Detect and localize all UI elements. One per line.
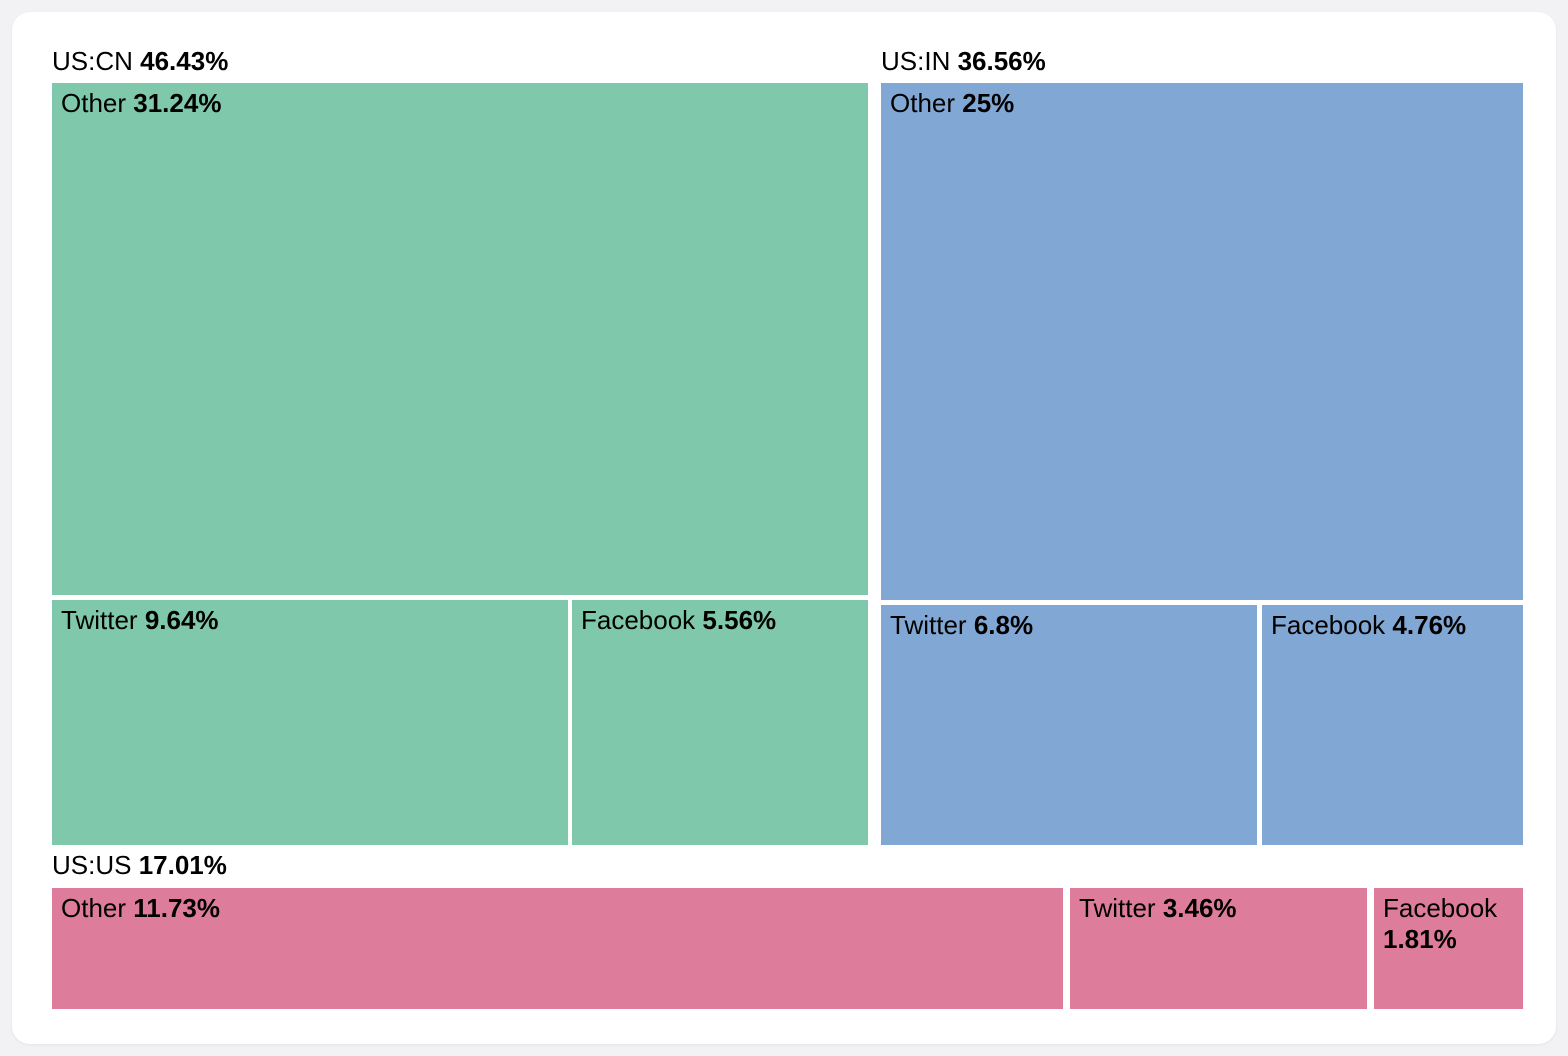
cell-value: 11.73% (133, 893, 221, 923)
treemap-cell-us-cn-other[interactable]: Other 31.24% (52, 83, 868, 595)
cell-name: Facebook (1383, 893, 1498, 923)
treemap-cell-us-us-facebook[interactable]: Facebook 1.81% (1374, 888, 1523, 1009)
cell-name: Twitter (61, 605, 138, 635)
group-name: US:US (52, 850, 132, 880)
cell-value: 3.46% (1162, 893, 1237, 923)
group-value: 46.43% (140, 46, 229, 76)
group-value: 36.56% (957, 46, 1046, 76)
group-name: US:CN (52, 46, 133, 76)
cell-name: Other (61, 893, 127, 923)
treemap-cell-us-in-other[interactable]: Other 25% (881, 83, 1523, 600)
treemap-cell-us-us-twitter[interactable]: Twitter 3.46% (1070, 888, 1367, 1009)
treemap-card: US:CN 46.43% Other 31.24% Twitter 9.64% … (12, 12, 1556, 1044)
group-name: US:IN (881, 46, 951, 76)
cell-value: 6.8% (973, 610, 1034, 640)
group-label-us-in: US:IN 36.56% (881, 46, 1046, 76)
cell-value: 1.81% (1383, 924, 1457, 954)
group-label-us-cn: US:CN 46.43% (52, 46, 228, 76)
cell-name: Other (890, 88, 956, 118)
group-label-us-us: US:US 17.01% (52, 850, 227, 880)
cell-name: Facebook (1271, 610, 1386, 640)
cell-name: Twitter (1079, 893, 1156, 923)
treemap-cell-us-cn-facebook[interactable]: Facebook 5.56% (572, 600, 868, 845)
treemap-cell-us-in-facebook[interactable]: Facebook 4.76% (1262, 605, 1523, 845)
cell-value: 31.24% (133, 88, 222, 118)
cell-value: 9.64% (144, 605, 219, 635)
treemap-cell-us-cn-twitter[interactable]: Twitter 9.64% (52, 600, 568, 845)
cell-value: 4.76% (1392, 610, 1467, 640)
cell-value: 5.56% (702, 605, 777, 635)
treemap-cell-us-us-other[interactable]: Other 11.73% (52, 888, 1063, 1009)
cell-name: Other (61, 88, 127, 118)
treemap-chart: US:CN 46.43% Other 31.24% Twitter 9.64% … (12, 12, 1556, 1044)
group-value: 17.01% (138, 850, 227, 880)
cell-value: 25% (962, 88, 1015, 118)
cell-name: Twitter (890, 610, 967, 640)
cell-name: Facebook (581, 605, 696, 635)
treemap-cell-us-in-twitter[interactable]: Twitter 6.8% (881, 605, 1257, 845)
